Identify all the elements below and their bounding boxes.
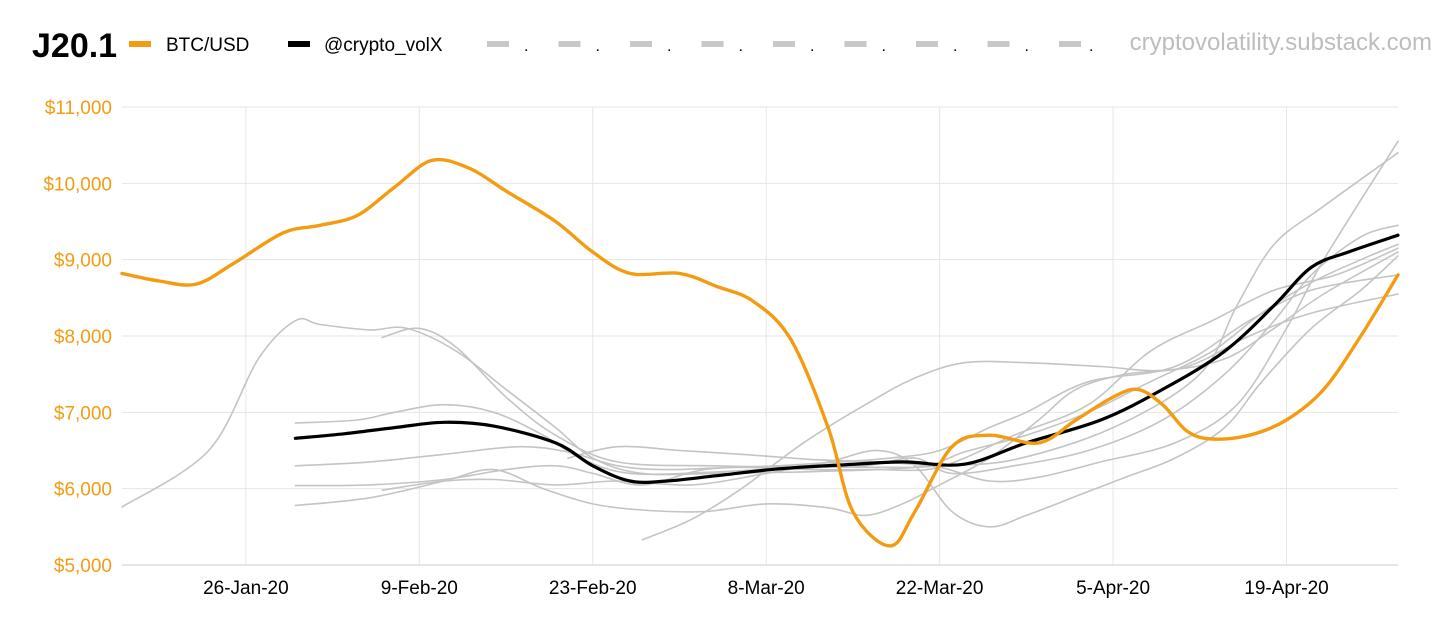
legend-label-projection: . [953,38,957,55]
y-tick-label: $10,000 [43,174,112,195]
y-tick-label: $8,000 [54,327,112,348]
y-tick-label: $7,000 [54,403,112,424]
series-line-btc-usd [120,157,1400,548]
series-line-projection-4 [294,247,1399,472]
series-line-crypto-volx [293,233,1400,484]
gridlines [122,106,1398,566]
legend-label-btc: BTC/USD [166,35,249,56]
legend-label-projection: . [810,38,814,55]
series-lines [120,140,1400,548]
y-tick-label: $9,000 [54,251,112,272]
x-tick-label: 22-Mar-20 [896,578,984,599]
series-line-projection-8 [641,251,1399,541]
legend-label-volx: @crypto_volX [324,35,443,56]
legend-label-projection: . [667,38,671,55]
chart-legend: BTC/USD @crypto_volX......... [129,35,1093,56]
series-line-projection-9 [567,140,1399,483]
y-tick-label: $5,000 [54,556,112,577]
chart-header: J20.1 cryptovolatility.substack.com [32,27,1432,65]
series-line-projection-7 [381,255,1399,528]
x-tick-label: 19-Apr-20 [1244,578,1329,599]
y-tick-label: $6,000 [54,480,112,501]
x-axis-tick-labels: 26-Jan-20 9-Feb-20 23-Feb-20 8-Mar-20 22-Mar… [203,578,1329,599]
x-tick-label: 5-Apr-20 [1076,578,1150,599]
x-tick-label: 9-Feb-20 [381,578,458,599]
x-tick-label: 26-Jan-20 [203,578,289,599]
y-axis-tick-labels: $5,000 $6,000 $7,000 $8,000 $9,000 $10,000 $11… [43,98,112,577]
series-line-projection-6 [294,293,1399,517]
series-line-projection-3 [294,243,1399,476]
legend-label-projection: . [1025,38,1029,55]
legend-label-projection: . [524,38,528,55]
legend-label-projection: . [596,38,600,55]
chart-title: J20.1 [32,27,117,65]
x-tick-label: 8-Mar-20 [728,578,805,599]
legend-label-projection: . [739,38,743,55]
y-tick-label: $11,000 [45,98,112,119]
watermark-text: cryptovolatility.substack.com [1130,29,1432,56]
legend-label-projection: . [882,38,886,55]
series-line-projection-2 [381,224,1399,475]
legend-label-projection: . [1089,38,1093,55]
x-tick-label: 23-Feb-20 [549,578,637,599]
